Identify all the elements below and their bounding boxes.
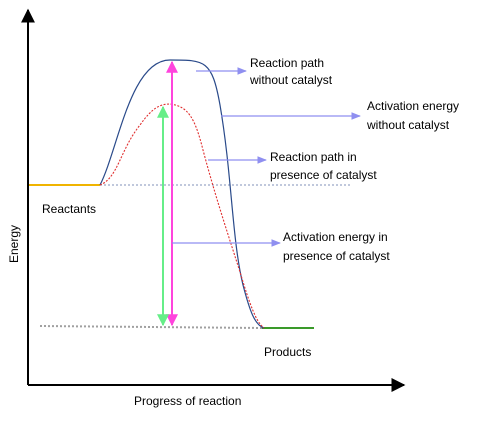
curve-with-catalyst	[99, 103, 265, 329]
ea-with-label-line2: presence of catalyst	[283, 249, 390, 263]
ea-without-label-line2: without catalyst	[366, 118, 450, 132]
product-level-dotted	[39, 325, 263, 329]
curve-without-catalyst	[99, 59, 265, 329]
path-with-label-line1: Reaction path in	[270, 150, 357, 164]
path-without-label-line1: Reaction path	[250, 56, 324, 70]
ea-without-label-line1: Activation energy	[367, 99, 459, 113]
x-axis-label: Progress of reaction	[134, 394, 241, 408]
ea-with-label-line1: Activation energy in	[283, 230, 388, 244]
path-with-label-line2: presence of catalyst	[270, 168, 377, 182]
path-without-label-line2: without catalyst	[249, 73, 333, 87]
reactants-label: Reactants	[42, 202, 96, 216]
y-axis-label: Energy	[7, 225, 21, 263]
products-label: Products	[264, 345, 311, 359]
